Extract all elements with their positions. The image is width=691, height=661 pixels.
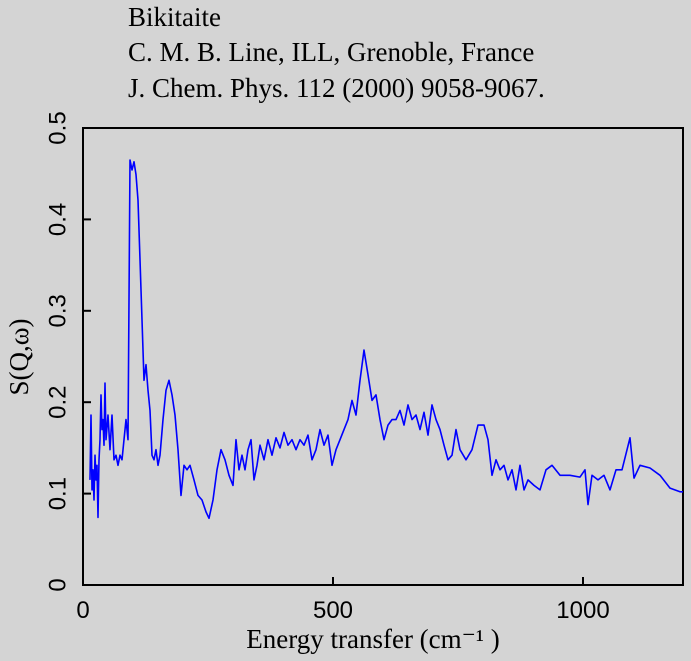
chart-title: Bikitaite <box>128 2 221 32</box>
x-tick-label: 500 <box>313 597 353 624</box>
y-tick-label: 0.2 <box>44 386 71 419</box>
y-tick-label: 0 <box>44 578 71 591</box>
chart-title: J. Chem. Phys. 112 (2000) 9058-9067. <box>128 73 545 103</box>
chart-title: C. M. B. Line, ILL, Grenoble, France <box>128 37 534 67</box>
y-tick-label: 0.3 <box>44 294 71 327</box>
plot-frame <box>82 127 684 586</box>
x-tick-label: 0 <box>76 597 89 624</box>
x-axis-label: Energy transfer (cm⁻¹ ) <box>246 624 500 654</box>
x-tick-label: 1000 <box>556 597 609 624</box>
y-tick-label: 0.1 <box>44 477 71 510</box>
y-tick-label: 0.5 <box>44 111 71 144</box>
data-line <box>89 159 683 520</box>
y-axis-label: S(Q,ω) <box>4 318 34 395</box>
y-tick-label: 0.4 <box>44 203 71 236</box>
